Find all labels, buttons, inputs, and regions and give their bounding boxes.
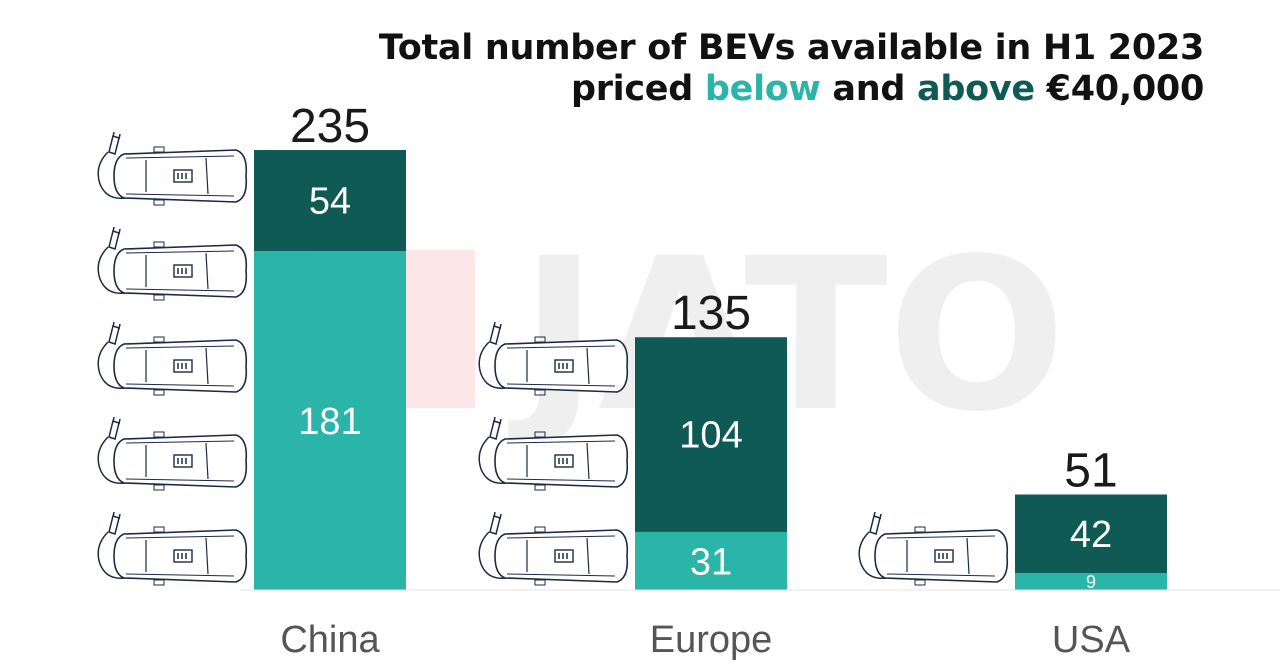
title-line-2: priced below and above €40,000 xyxy=(379,69,1204,110)
bar-above-europe xyxy=(635,337,787,532)
car-charging-icon xyxy=(478,416,629,491)
bar-below-europe xyxy=(635,531,787,590)
car-charging-icon xyxy=(478,511,629,586)
car-charging-icon xyxy=(97,416,248,491)
data-label-above-china: 54 xyxy=(309,181,351,223)
bar-below-china xyxy=(254,251,406,590)
data-label-above-usa: 42 xyxy=(1070,514,1112,556)
data-label-below-usa: 9 xyxy=(1086,572,1096,592)
data-label-below-china: 181 xyxy=(298,401,361,443)
car-charging-icon xyxy=(97,131,248,206)
watermark-text: JATO xyxy=(508,213,1066,458)
bars xyxy=(254,150,1167,590)
total-label-usa: 51 xyxy=(1064,445,1117,498)
category-label-europe: Europe xyxy=(650,619,773,661)
category-label-china: China xyxy=(280,619,380,661)
car-icons xyxy=(97,131,1009,586)
title-price-text: €40,000 xyxy=(1034,69,1205,109)
total-label-europe: 135 xyxy=(671,287,751,340)
car-charging-icon xyxy=(97,321,248,396)
labels: 181 54 235 China 31 104 135 Europe 9 42 51 USA xyxy=(280,100,1130,661)
car-charging-icon xyxy=(97,511,248,586)
data-label-above-europe: 104 xyxy=(679,415,742,457)
total-label-china: 235 xyxy=(290,100,370,153)
bar-above-usa xyxy=(1015,494,1167,574)
data-label-below-europe: 31 xyxy=(690,542,732,584)
car-charging-icon xyxy=(97,226,248,301)
legend-above-word: above xyxy=(917,69,1035,109)
bar-below-usa xyxy=(1015,573,1167,590)
title-and-text: and xyxy=(820,69,918,109)
chart-title: Total number of BEVs available in H1 202… xyxy=(379,28,1204,110)
title-line-1: Total number of BEVs available in H1 202… xyxy=(378,28,1204,68)
legend-below-word: below xyxy=(704,69,821,109)
title-priced-text: priced xyxy=(570,69,705,109)
car-charging-icon xyxy=(478,321,629,396)
bar-above-china xyxy=(254,150,406,252)
category-label-usa: USA xyxy=(1052,619,1131,661)
car-charging-icon xyxy=(858,511,1009,586)
